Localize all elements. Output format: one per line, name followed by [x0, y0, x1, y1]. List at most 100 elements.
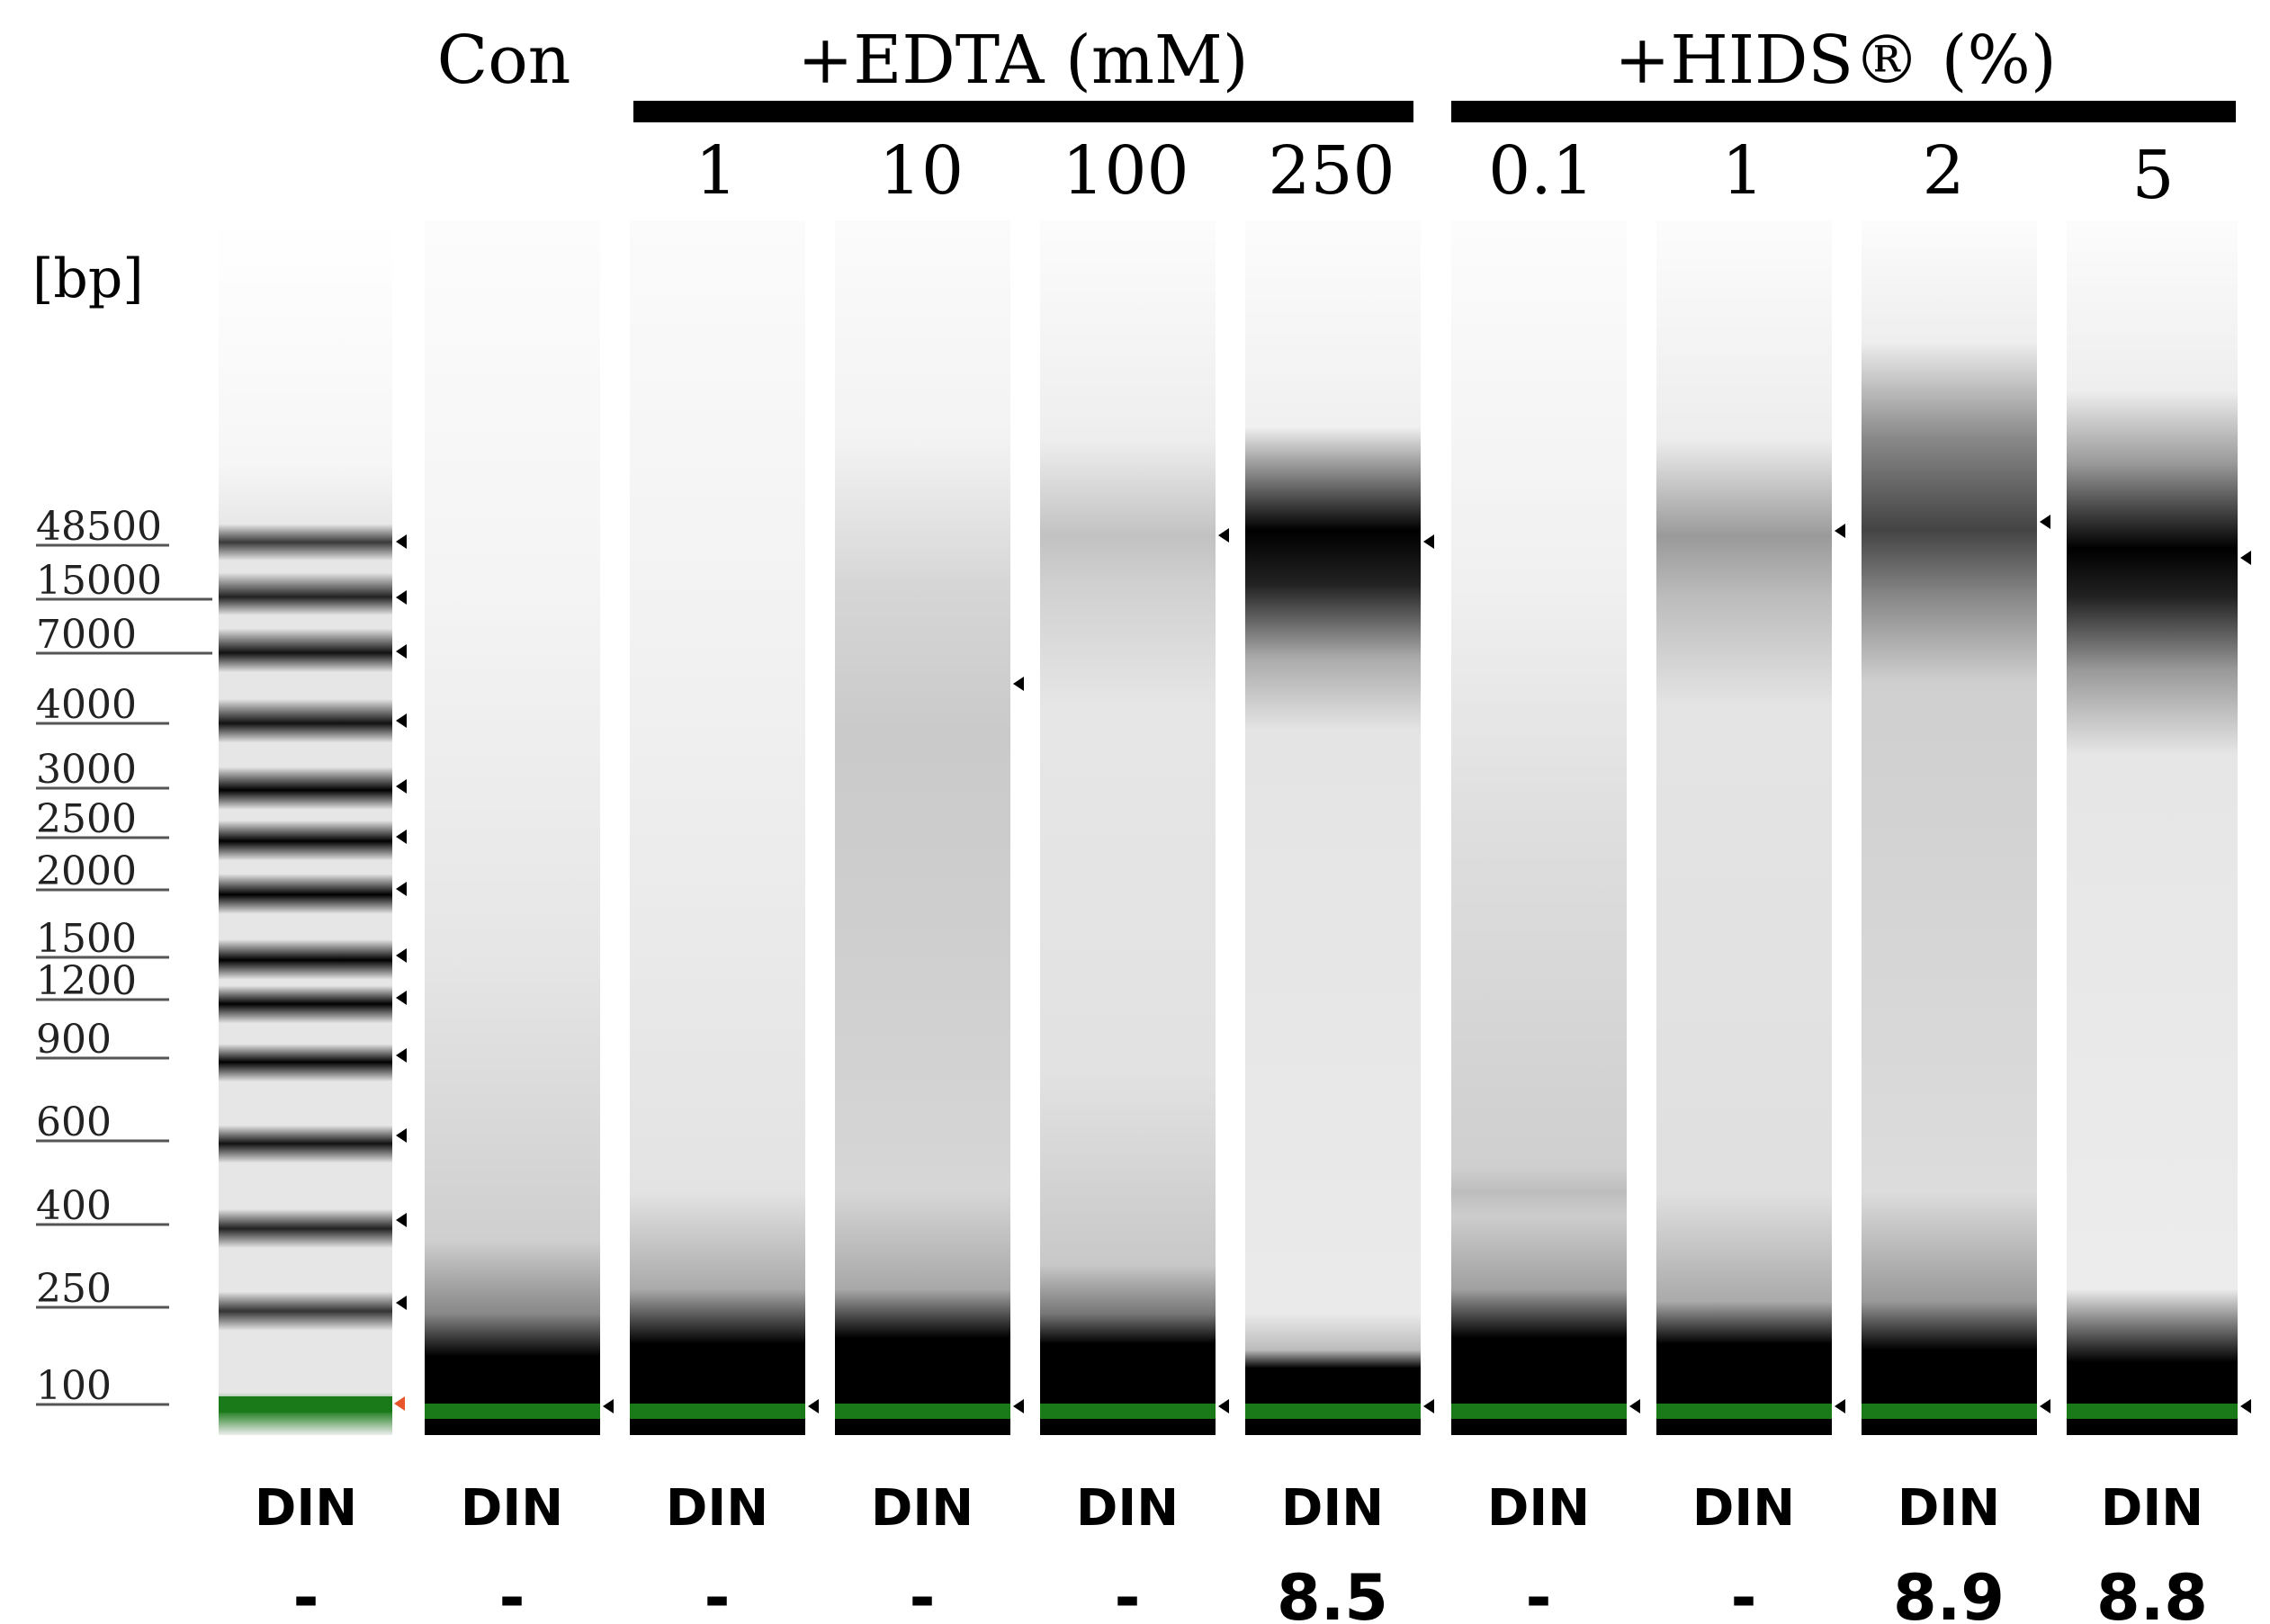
lane-hids-2: [1862, 220, 2037, 1435]
ladder-arrow-icon: [396, 779, 407, 794]
ladder-arrow-icon: [396, 1048, 407, 1063]
arrow-icon: [1835, 1399, 1845, 1413]
hids-conc-0.1: 0.1: [1488, 132, 1594, 210]
arrow-icon: [808, 1399, 819, 1413]
arrow-icon: [1423, 1399, 1434, 1413]
ladder-arrow-icon: [396, 948, 407, 963]
din-value-hids-0.1: -: [1525, 1561, 1551, 1624]
lane-con: [425, 220, 600, 1435]
ladder-arrow-icon: [396, 1128, 407, 1143]
din-value-ladder: -: [292, 1561, 319, 1624]
din-values: - - - - - 8.5 - - 8.9 8.8: [292, 1561, 2208, 1624]
ladder-arrow-icon: [396, 534, 407, 549]
ladder-arrow-icon: [396, 830, 407, 844]
hids-group-label: +HIDS® (%): [1614, 22, 2056, 99]
lane-hids-0.1: [1451, 220, 1627, 1435]
arrow-icon: [1013, 1399, 1024, 1413]
marker-band-ladder: [219, 1396, 392, 1413]
peak-arrow-icon: [1423, 534, 1434, 549]
marker-band-edta-100: [1040, 1404, 1216, 1419]
peak-arrow-icon: [1218, 528, 1229, 543]
marker-arrows: [603, 1399, 2251, 1413]
ladder-arrow-icon: [396, 1213, 407, 1227]
ladder-arrow-icon: [396, 1296, 407, 1310]
edta-conc-250: 250: [1268, 132, 1395, 210]
marker-band-hids-5: [2067, 1404, 2238, 1419]
lane-edta-250: [1245, 220, 1421, 1435]
size-label-600: 600: [36, 1099, 112, 1145]
ladder-arrow-icon: [396, 644, 407, 659]
edta-conc-100: 100: [1062, 132, 1189, 210]
lower-marker-bands: [219, 1396, 2238, 1419]
ladder-arrow-icon: [396, 590, 407, 605]
size-label-1200: 1200: [36, 958, 137, 1004]
din-value-edta-250: 8.5: [1277, 1561, 1388, 1624]
arrow-icon: [1629, 1399, 1640, 1413]
edta-group-label: +EDTA (mM): [797, 22, 1248, 99]
arrow-icon: [2240, 1399, 2251, 1413]
marker-band-con: [425, 1404, 600, 1419]
lane-edta-100: [1040, 220, 1216, 1435]
ladder-size-underlines: [36, 543, 212, 1406]
din-value-con: -: [498, 1561, 525, 1624]
ladder-marker-arrow-icon: [394, 1396, 405, 1411]
ladder-size-labels: 48500 15000 7000 4000 3000 2500 2000 150…: [36, 504, 162, 1409]
hids-conc-5: 5: [2131, 137, 2174, 214]
hids-conc-1: 1: [1721, 132, 1763, 210]
size-label-2500: 2500: [36, 796, 137, 842]
din-value-edta-10: -: [909, 1561, 935, 1624]
din-label: DIN: [1487, 1479, 1590, 1538]
din-label: DIN: [461, 1479, 563, 1538]
bp-unit-label: [bp]: [32, 247, 144, 310]
marker-band-hids-0.1: [1451, 1404, 1627, 1419]
lane-hids-1: [1656, 220, 1832, 1435]
marker-band-hids-2: [1862, 1404, 2037, 1419]
size-label-4000: 4000: [36, 682, 137, 728]
lane-ladder: [219, 220, 392, 1435]
arrow-icon: [603, 1399, 614, 1413]
din-label: DIN: [255, 1479, 357, 1538]
size-label-3000: 3000: [36, 747, 137, 793]
lane-hids-5: [2067, 220, 2238, 1435]
hids-group-bar: [1451, 101, 2236, 122]
edta-conc-10: 10: [879, 132, 964, 210]
size-label-400: 400: [36, 1183, 112, 1229]
din-label: DIN: [1076, 1479, 1179, 1538]
size-label-7000: 7000: [36, 612, 137, 658]
hids-conc-2: 2: [1922, 132, 1964, 210]
size-label-48500: 48500: [36, 504, 162, 550]
size-label-1500: 1500: [36, 916, 137, 962]
peak-arrows: [1013, 515, 2251, 691]
size-label-250: 250: [36, 1266, 112, 1312]
marker-band-edta-1: [630, 1404, 805, 1419]
ladder-arrow-icon: [396, 713, 407, 728]
marker-band-hids-1: [1656, 1404, 1832, 1419]
arrow-icon: [2040, 1399, 2050, 1413]
lanes: [219, 220, 2238, 1435]
con-label: Con: [437, 22, 571, 99]
din-value-hids-5: 8.8: [2096, 1561, 2208, 1624]
peak-arrow-icon: [2240, 551, 2251, 565]
marker-band-edta-250: [1245, 1404, 1421, 1419]
din-label: DIN: [1898, 1479, 2000, 1538]
ladder-arrow-icon: [396, 991, 407, 1005]
din-label: DIN: [1281, 1479, 1384, 1538]
peak-arrow-icon: [1013, 677, 1024, 691]
size-label-100: 100: [36, 1363, 112, 1409]
din-label: DIN: [2101, 1479, 2203, 1538]
peak-arrow-icon: [2040, 515, 2050, 529]
edta-group-bar: [633, 101, 1413, 122]
din-label: DIN: [666, 1479, 768, 1538]
size-label-2000: 2000: [36, 848, 137, 894]
marker-band-edta-10: [835, 1404, 1010, 1419]
size-label-15000: 15000: [36, 558, 162, 604]
arrow-icon: [1218, 1399, 1229, 1413]
din-value-hids-1: -: [1730, 1561, 1756, 1624]
lane-edta-1: [630, 220, 805, 1435]
ladder-band-arrows: [396, 534, 407, 1310]
din-value-hids-2: 8.9: [1893, 1561, 2005, 1624]
din-label: DIN: [871, 1479, 973, 1538]
size-label-900: 900: [36, 1017, 112, 1063]
din-value-edta-100: -: [1114, 1561, 1140, 1624]
